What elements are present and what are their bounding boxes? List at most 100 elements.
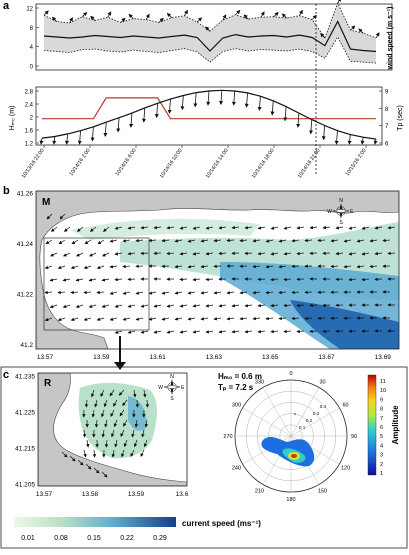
wind-direction-arrow	[197, 18, 201, 22]
amplitude-tick-label: 8	[380, 407, 383, 413]
spectrum-peak	[291, 454, 297, 458]
colorbar-tick-label: 0.22	[120, 535, 134, 542]
date-xtick-label: 10/13/16 22:00	[21, 148, 46, 180]
wave-direction-arrow	[349, 135, 350, 144]
wind-speed-plot	[44, 0, 379, 63]
wind-direction-arrow	[146, 14, 149, 19]
wave-direction-arrow	[182, 96, 183, 110]
amplitude-tick-label: 11	[380, 379, 386, 385]
map-b-ytick-label: 41.24	[17, 241, 34, 248]
wind-direction-arrow	[108, 12, 111, 17]
wave-direction-arrow	[259, 96, 260, 110]
polar-angle-label: 120	[341, 466, 350, 472]
map-b-ytick-label: 41.22	[17, 292, 34, 299]
current-vector	[388, 253, 395, 254]
current-vector-c	[137, 400, 138, 407]
wind-range-band	[44, 3, 376, 63]
hm0-ytick-label: 1.6	[25, 129, 34, 135]
compass-b-north-label: N	[339, 198, 343, 204]
colorbar-tick-label: 0.29	[153, 535, 167, 542]
date-xtick-label: 10/14/16 22:00	[297, 148, 322, 180]
polar-angle-label: 60	[342, 403, 348, 409]
wave-direction-arrow	[234, 91, 235, 105]
polar-angle-label: 150	[318, 489, 327, 495]
wind-direction-arrow	[44, 11, 48, 15]
date-xtick-label: 10/14/16 6:00	[115, 148, 138, 178]
date-xtick-label: 10/14/16 2:00	[69, 148, 92, 178]
wave-direction-arrow	[247, 93, 248, 107]
map-c-xtick-label: 13.6	[176, 491, 189, 498]
date-x-ticks: 10/13/16 22:00 10/14/16 2:00 10/14/16 6:00…	[21, 145, 368, 180]
amplitude-tick-label: 5	[380, 434, 383, 440]
wave-direction-arrow	[144, 108, 145, 122]
wave-direction-arrow	[92, 127, 93, 141]
wind-direction-arrow	[350, 26, 354, 30]
polar-angle-label: 90	[351, 434, 357, 440]
map-c-xtick-label: 13.57	[36, 491, 53, 498]
colorbar-ticks: 0.01 0.08 0.15 0.22 0.29	[21, 535, 167, 542]
amplitude-tick-label: 7	[380, 416, 383, 422]
wave-direction-arrow	[118, 118, 119, 132]
wind-direction-arrow	[338, 0, 341, 3]
date-xtick-label: 10/15/16 2:00	[345, 148, 368, 178]
map-c-ytick-label: 41.235	[15, 374, 35, 381]
current-vector	[258, 279, 265, 280]
colorbar-tick-label: 0.01	[21, 535, 35, 542]
hm0-ytick-label: 2.8	[25, 90, 34, 96]
current-vector-c	[147, 400, 148, 407]
current-vector	[305, 318, 312, 319]
current-vector	[128, 279, 135, 280]
map-c-ytick-label: 41.225	[15, 410, 35, 417]
amplitude-tick-label: 10	[380, 388, 386, 394]
compass-b-west-label: W	[327, 209, 332, 215]
current-vector	[245, 253, 252, 254]
hm0-ytick-label: 2.4	[25, 103, 34, 109]
tp-ylabel: Tp (sec)	[397, 105, 404, 131]
date-xtick-label: 10/14/16 10:00	[159, 148, 184, 180]
wave-direction-arrow	[298, 113, 299, 127]
tp-ytick-label: 9	[385, 90, 389, 96]
wave-height-plot	[41, 90, 376, 144]
map-b-ytick-label: 41.2	[20, 342, 33, 349]
amplitude-tick-label: 4	[380, 443, 383, 449]
amplitude-label: Amplitude	[391, 405, 400, 445]
amplitude-colorbar	[368, 375, 376, 475]
polar-ring-label: 0.2	[306, 418, 313, 423]
tp-line	[42, 98, 376, 119]
polar-angle-label: 210	[255, 489, 264, 495]
panel-a-letter: a	[3, 0, 10, 12]
map-b-xtick-label: 13.57	[37, 354, 54, 361]
compass-c-north-label: N	[170, 374, 174, 380]
hm0-ylabel: Hₘ₀ (m)	[9, 106, 16, 131]
map-b-xtick-label: 13.61	[149, 354, 166, 361]
panel-b-label: M	[42, 197, 50, 208]
map-c-ytick-label: 41.205	[15, 482, 35, 489]
wave-direction-arrow	[41, 138, 42, 144]
polar-angle-label: 270	[223, 434, 232, 440]
hm0-ytick-label: 1.2	[25, 142, 34, 148]
polar-ring-label: 0.3	[313, 411, 320, 416]
colorbar-tick-label: 0.08	[54, 535, 68, 542]
colorbar-tick-label: 0.15	[87, 535, 101, 542]
map-b-xtick-label: 13.69	[375, 354, 392, 361]
wave-direction-arrow	[311, 120, 312, 134]
wave-direction-arrow	[362, 137, 363, 144]
map-c-xtick-label: 13.58	[82, 491, 99, 498]
tp-ytick-label: 7	[385, 124, 389, 130]
map-c-xtick-label: 13.59	[128, 491, 145, 498]
wind-ytick-label: 8	[30, 26, 34, 32]
panel-b-letter: b	[3, 185, 10, 197]
date-xtick-label: 10/14/16 14:00	[205, 148, 230, 180]
polar-angle-label: 30	[319, 379, 325, 385]
wave-direction-arrow	[157, 103, 158, 117]
wind-direction-arrow	[167, 13, 171, 17]
wave-direction-arrow	[54, 137, 55, 145]
map-b-xtick-label: 13.65	[262, 354, 279, 361]
panel-c-label: R	[44, 378, 52, 389]
